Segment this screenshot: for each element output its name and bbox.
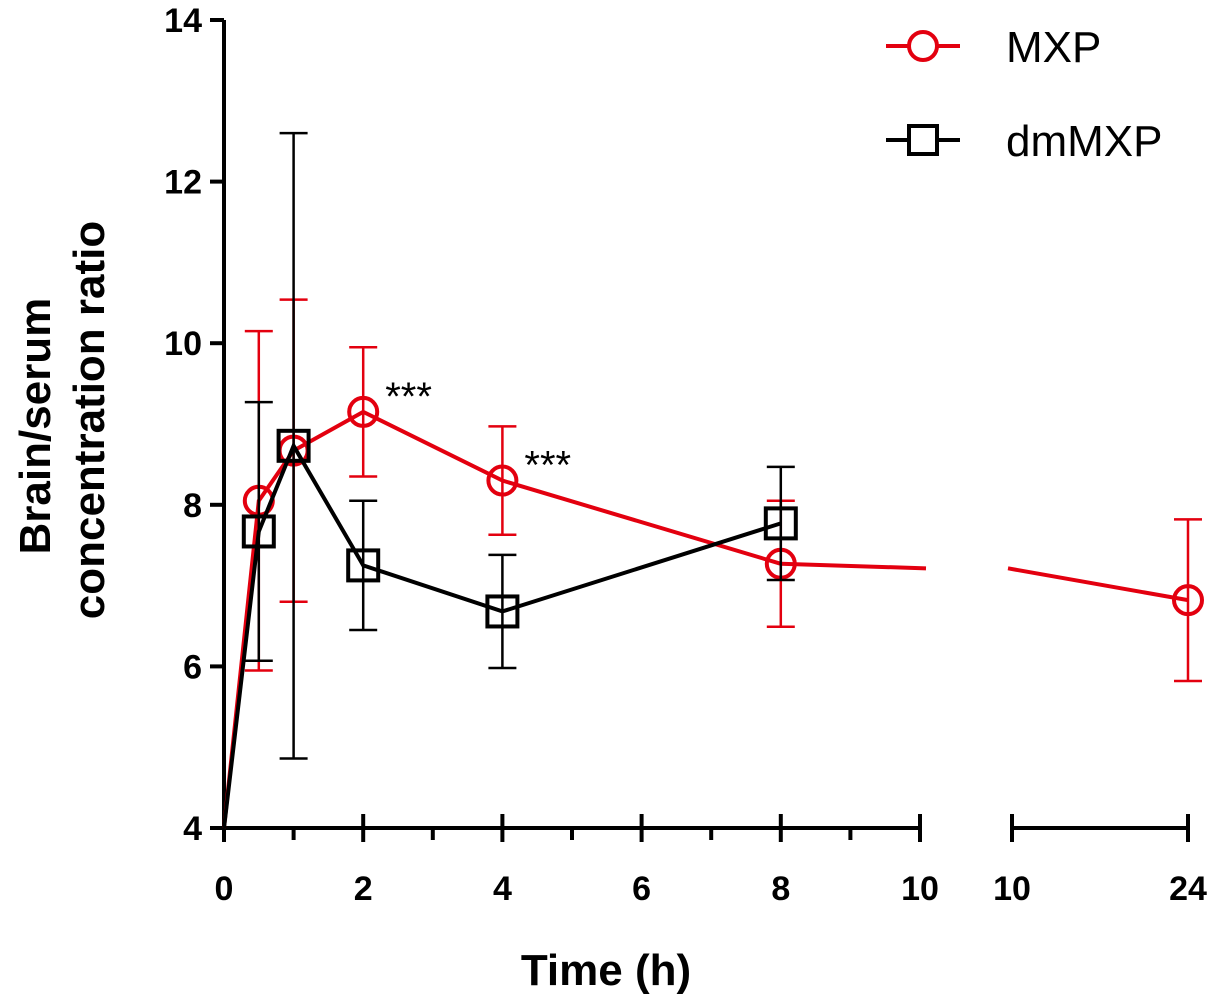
series-line-dmmxp xyxy=(222,441,782,829)
legend-item-dmmxp: dmMXP xyxy=(886,117,1162,166)
series-dmmxp xyxy=(222,131,798,829)
y-axis-title-line-1: Brain/serum xyxy=(11,298,60,555)
axes-layer xyxy=(210,18,1190,842)
marker-dmmxp-1 xyxy=(276,428,311,463)
marker-dmmxp-4 xyxy=(485,594,520,629)
x-tick-label-seg1-4: 4 xyxy=(493,870,512,908)
marker-dmmxp-0.5 xyxy=(241,514,276,549)
series-mxp xyxy=(222,298,1204,829)
legend-item-mxp: MXP xyxy=(886,23,1101,72)
x-tick-label-seg1-0: 0 xyxy=(215,870,234,908)
legend-marker-mxp xyxy=(907,30,939,62)
y-tick-label-6: 6 xyxy=(183,648,202,686)
x-tick-label-seg1-6: 6 xyxy=(632,870,651,908)
x-tick-label-seg1-2: 2 xyxy=(354,870,373,908)
y-axis-title-line-2: concentration ratio xyxy=(65,221,114,620)
significance-label-2: *** xyxy=(385,375,432,419)
y-tick-label-12: 12 xyxy=(164,164,202,202)
legend-marker-dmmxp xyxy=(907,124,939,156)
x-tick-label-seg1-10: 10 xyxy=(901,870,939,908)
marker-dmmxp-8 xyxy=(763,506,798,541)
series-line-mxp-to-break xyxy=(780,561,927,571)
marker-mxp-24 xyxy=(1172,584,1204,617)
x-axis-title: Time (h) xyxy=(521,946,691,995)
legend-label-dmmxp: dmMXP xyxy=(1006,117,1162,166)
y-axis-title: Brain/serum concentration ratio xyxy=(11,221,114,620)
marker-mxp-2 xyxy=(347,395,380,428)
y-tick-label-10: 10 xyxy=(164,325,202,363)
series-layer xyxy=(222,131,1204,829)
marker-mxp-4 xyxy=(486,464,519,497)
series-line-mxp xyxy=(222,409,782,829)
marker-dmmxp-2 xyxy=(346,548,381,583)
x-tick-label-seg2-24: 24 xyxy=(1169,870,1207,908)
significance-label-4: *** xyxy=(524,444,571,488)
legend-label-mxp: MXP xyxy=(1006,23,1101,72)
y-tick-label-14: 14 xyxy=(164,2,202,40)
x-tick-label-seg2-10: 10 xyxy=(993,870,1031,908)
y-tick-label-4: 4 xyxy=(183,810,202,848)
x-tick-label-seg1-8: 8 xyxy=(771,870,790,908)
legend: MXP dmMXP xyxy=(886,23,1162,166)
y-tick-label-8: 8 xyxy=(183,487,202,525)
series-line-mxp-after-break xyxy=(1007,566,1189,603)
